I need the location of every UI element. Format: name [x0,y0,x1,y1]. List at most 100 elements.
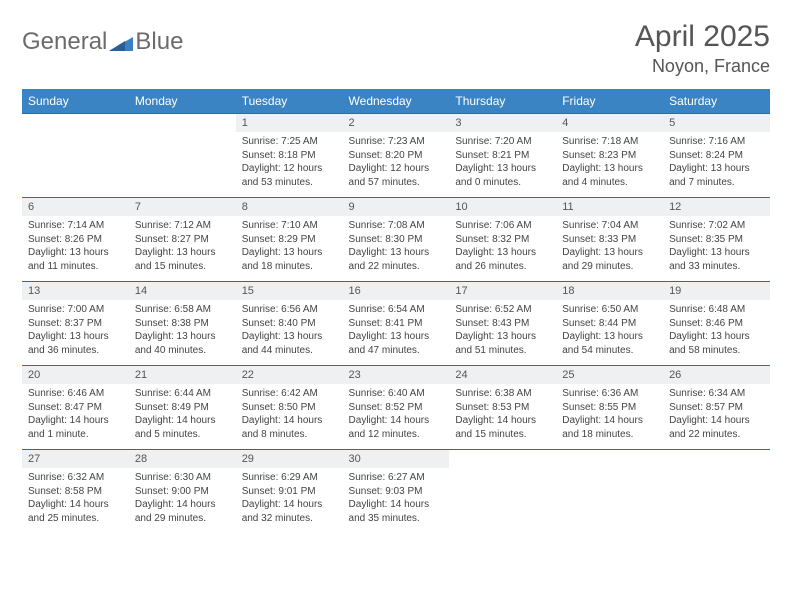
daylight-text: Daylight: 12 hours and 53 minutes. [242,162,337,189]
day-cell [129,132,236,198]
day-cell: Sunrise: 7:02 AMSunset: 8:35 PMDaylight:… [663,216,770,282]
sunset-text: Sunset: 8:37 PM [28,317,123,331]
day-cell: Sunrise: 6:32 AMSunset: 8:58 PMDaylight:… [22,468,129,533]
daynum-cell: 28 [129,450,236,469]
daylight-text: Daylight: 12 hours and 57 minutes. [349,162,444,189]
daylight-text: Daylight: 14 hours and 12 minutes. [349,414,444,441]
dayname-cell: Sunday [22,89,129,114]
day-cell: Sunrise: 6:50 AMSunset: 8:44 PMDaylight:… [556,300,663,366]
daynum-cell: 8 [236,198,343,217]
daynum-row: 12345 [22,114,770,133]
daynum-cell: 20 [22,366,129,385]
dayname-row: SundayMondayTuesdayWednesdayThursdayFrid… [22,89,770,114]
sunrise-text: Sunrise: 7:06 AM [455,219,550,233]
daynum-cell [556,450,663,469]
month-title: April 2025 [635,20,770,54]
day-cell: Sunrise: 7:10 AMSunset: 8:29 PMDaylight:… [236,216,343,282]
daylight-text: Daylight: 13 hours and 51 minutes. [455,330,550,357]
logo-text-part2: Blue [135,28,183,56]
sunrise-text: Sunrise: 6:50 AM [562,303,657,317]
sunrise-text: Sunrise: 6:54 AM [349,303,444,317]
daylight-text: Daylight: 14 hours and 18 minutes. [562,414,657,441]
sunrise-text: Sunrise: 6:38 AM [455,387,550,401]
sunset-text: Sunset: 8:47 PM [28,401,123,415]
sunrise-text: Sunrise: 7:14 AM [28,219,123,233]
daylight-text: Daylight: 13 hours and 44 minutes. [242,330,337,357]
day-cell: Sunrise: 6:29 AMSunset: 9:01 PMDaylight:… [236,468,343,533]
day-cell: Sunrise: 6:36 AMSunset: 8:55 PMDaylight:… [556,384,663,450]
sunset-text: Sunset: 8:18 PM [242,149,337,163]
day-cell: Sunrise: 6:42 AMSunset: 8:50 PMDaylight:… [236,384,343,450]
sunrise-text: Sunrise: 6:56 AM [242,303,337,317]
sunrise-text: Sunrise: 7:02 AM [669,219,764,233]
day-cell: Sunrise: 7:23 AMSunset: 8:20 PMDaylight:… [343,132,450,198]
sunset-text: Sunset: 8:43 PM [455,317,550,331]
dayname-cell: Saturday [663,89,770,114]
daynum-cell: 29 [236,450,343,469]
daynum-cell: 27 [22,450,129,469]
title-block: April 2025 Noyon, France [635,20,770,77]
daynum-cell: 21 [129,366,236,385]
daylight-text: Daylight: 14 hours and 29 minutes. [135,498,230,525]
content-row: Sunrise: 6:32 AMSunset: 8:58 PMDaylight:… [22,468,770,533]
day-cell: Sunrise: 6:44 AMSunset: 8:49 PMDaylight:… [129,384,236,450]
daynum-cell: 11 [556,198,663,217]
sunrise-text: Sunrise: 6:36 AM [562,387,657,401]
sunrise-text: Sunrise: 6:44 AM [135,387,230,401]
sunrise-text: Sunrise: 7:08 AM [349,219,444,233]
day-cell: Sunrise: 7:14 AMSunset: 8:26 PMDaylight:… [22,216,129,282]
daynum-cell: 4 [556,114,663,133]
day-cell: Sunrise: 7:12 AMSunset: 8:27 PMDaylight:… [129,216,236,282]
daylight-text: Daylight: 13 hours and 11 minutes. [28,246,123,273]
day-cell: Sunrise: 6:40 AMSunset: 8:52 PMDaylight:… [343,384,450,450]
content-row: Sunrise: 6:46 AMSunset: 8:47 PMDaylight:… [22,384,770,450]
daynum-cell: 19 [663,282,770,301]
dayname-cell: Wednesday [343,89,450,114]
logo-text-part1: General [22,28,107,56]
sunset-text: Sunset: 8:44 PM [562,317,657,331]
sunrise-text: Sunrise: 6:40 AM [349,387,444,401]
day-cell: Sunrise: 6:30 AMSunset: 9:00 PMDaylight:… [129,468,236,533]
day-cell: Sunrise: 7:20 AMSunset: 8:21 PMDaylight:… [449,132,556,198]
daylight-text: Daylight: 13 hours and 29 minutes. [562,246,657,273]
calendar-table: SundayMondayTuesdayWednesdayThursdayFrid… [22,89,770,533]
daynum-row: 27282930 [22,450,770,469]
day-cell: Sunrise: 6:56 AMSunset: 8:40 PMDaylight:… [236,300,343,366]
daylight-text: Daylight: 13 hours and 4 minutes. [562,162,657,189]
sunrise-text: Sunrise: 6:48 AM [669,303,764,317]
day-cell: Sunrise: 6:48 AMSunset: 8:46 PMDaylight:… [663,300,770,366]
sunrise-text: Sunrise: 7:10 AM [242,219,337,233]
dayname-cell: Tuesday [236,89,343,114]
day-cell: Sunrise: 6:46 AMSunset: 8:47 PMDaylight:… [22,384,129,450]
sunset-text: Sunset: 8:21 PM [455,149,550,163]
sunset-text: Sunset: 8:41 PM [349,317,444,331]
daylight-text: Daylight: 13 hours and 58 minutes. [669,330,764,357]
sunset-text: Sunset: 8:46 PM [669,317,764,331]
day-cell: Sunrise: 7:04 AMSunset: 8:33 PMDaylight:… [556,216,663,282]
daynum-cell: 1 [236,114,343,133]
sunrise-text: Sunrise: 6:30 AM [135,471,230,485]
dayname-cell: Monday [129,89,236,114]
sunset-text: Sunset: 8:49 PM [135,401,230,415]
daynum-cell [449,450,556,469]
sunrise-text: Sunrise: 7:12 AM [135,219,230,233]
day-cell: Sunrise: 6:34 AMSunset: 8:57 PMDaylight:… [663,384,770,450]
sunset-text: Sunset: 8:50 PM [242,401,337,415]
sunrise-text: Sunrise: 7:00 AM [28,303,123,317]
day-cell: Sunrise: 6:58 AMSunset: 8:38 PMDaylight:… [129,300,236,366]
daylight-text: Daylight: 13 hours and 47 minutes. [349,330,444,357]
daylight-text: Daylight: 13 hours and 26 minutes. [455,246,550,273]
daylight-text: Daylight: 14 hours and 5 minutes. [135,414,230,441]
content-row: Sunrise: 7:25 AMSunset: 8:18 PMDaylight:… [22,132,770,198]
location: Noyon, France [635,56,770,77]
sunset-text: Sunset: 9:00 PM [135,485,230,499]
sunrise-text: Sunrise: 6:52 AM [455,303,550,317]
daylight-text: Daylight: 14 hours and 25 minutes. [28,498,123,525]
daynum-cell: 23 [343,366,450,385]
daynum-cell: 30 [343,450,450,469]
sunset-text: Sunset: 8:23 PM [562,149,657,163]
sunrise-text: Sunrise: 7:04 AM [562,219,657,233]
sunrise-text: Sunrise: 7:16 AM [669,135,764,149]
content-row: Sunrise: 7:14 AMSunset: 8:26 PMDaylight:… [22,216,770,282]
content-row: Sunrise: 7:00 AMSunset: 8:37 PM Daylight:… [22,300,770,366]
